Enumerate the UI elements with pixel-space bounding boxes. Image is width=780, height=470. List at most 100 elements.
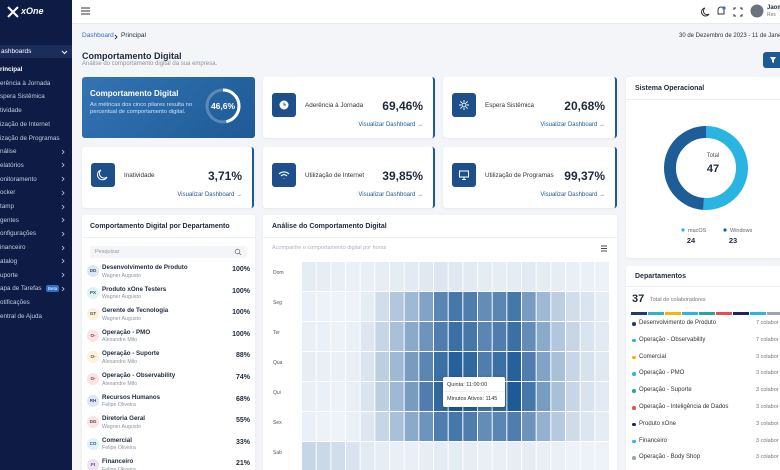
heatmap-cell — [566, 412, 580, 441]
heatmap-cell — [434, 352, 448, 381]
menu-item[interactable]: tamp — [0, 203, 14, 210]
department-bar-segment — [767, 312, 780, 315]
heatmap-cell — [404, 262, 419, 291]
menu-item[interactable]: atalog — [0, 257, 18, 265]
lens — [234, 248, 241, 255]
heatmap-cell — [375, 412, 389, 441]
department-dot — [632, 338, 636, 343]
department-score: 21% — [235, 460, 250, 468]
search-icon — [234, 248, 242, 256]
bell-icon — [717, 6, 725, 15]
filter-button[interactable] — [763, 52, 780, 68]
menu-item[interactable]: otificações — [0, 298, 30, 306]
header-icons — [701, 4, 764, 18]
menu-item[interactable]: gentes — [0, 216, 19, 224]
heatmap-cell — [566, 352, 580, 381]
donut-center-label: Total — [707, 153, 720, 159]
heatmap-cell — [551, 382, 565, 411]
department-bar-segment — [631, 312, 647, 315]
menu-item[interactable]: ização de Programas — [0, 134, 60, 142]
departments-total: 37 — [632, 293, 645, 305]
department-score: 100% — [232, 330, 250, 338]
heatmap-cell — [580, 412, 595, 441]
menu-item[interactable]: apa de Tarefas — [0, 285, 42, 293]
heatmap-cell — [404, 442, 419, 470]
dashboard-link[interactable]: Visualizar Dashboard → — [358, 122, 423, 128]
heatmap-cell — [390, 292, 404, 321]
heatmap-cell — [434, 322, 448, 351]
menu-item[interactable]: nálise — [0, 148, 17, 156]
menu-item[interactable]: ização de Internet — [0, 120, 51, 128]
department-score: 55% — [235, 417, 250, 425]
heatmap-cell — [566, 442, 580, 470]
chevron — [114, 34, 118, 39]
department-dot — [632, 322, 636, 326]
menu-item[interactable]: onitoramento — [0, 175, 37, 183]
menu-item[interactable]: elatórios — [0, 161, 24, 169]
monitor — [459, 170, 469, 178]
menu-section[interactable]: ashboards — [0, 45, 72, 58]
menu-item[interactable]: inanceiro — [0, 244, 26, 252]
dashboard-link[interactable]: Visualizar Dashboard → — [540, 192, 605, 198]
department-bar-segment — [682, 312, 698, 315]
heatmap-cell — [316, 262, 331, 291]
menu-item[interactable]: spera Sistêmica — [0, 93, 45, 101]
heatmap-cell — [507, 412, 521, 441]
heatmap-cell — [522, 262, 536, 291]
menu-item[interactable]: entral de Ajuda — [0, 312, 43, 320]
donut-total: 47 — [707, 163, 719, 175]
department-name: Gerente de Tecnologia — [102, 307, 169, 315]
heatmap-cell — [536, 322, 551, 351]
chevron — [61, 286, 65, 291]
department-name: Operação - Body Shop — [639, 454, 701, 461]
heatmap-cell — [536, 262, 551, 291]
chevron-right — [61, 176, 65, 182]
chevron — [61, 217, 65, 223]
heatmap-cell — [580, 292, 595, 321]
heatmap-cell — [595, 322, 609, 351]
menu-item[interactable]: rincipal — [0, 66, 23, 73]
heatmap-cell — [390, 352, 404, 381]
chevron — [61, 204, 65, 209]
metric-icon — [272, 163, 296, 187]
dashboard-link[interactable]: Visualizar Dashboard → — [177, 192, 242, 198]
department-avatar: O- — [87, 373, 99, 385]
departments-panel: Departamentos 37 Total de colaboradores Des… — [626, 266, 780, 470]
heatmap-cell — [492, 262, 507, 291]
heatmap-panel: Análise do Comportamento Digital Acompanh… — [263, 215, 617, 470]
heatmap-cell — [434, 262, 448, 291]
row-label: Qua — [273, 360, 283, 366]
department-name: Financeiro — [102, 458, 134, 466]
menu-item[interactable]: erência à Jornada — [0, 79, 51, 87]
metric-name: Aderência à Jornada — [305, 102, 364, 109]
heatmap-cell — [522, 442, 536, 470]
icon — [459, 100, 469, 110]
menu-item[interactable]: uporte — [0, 271, 18, 279]
heatmap-menu — [601, 245, 607, 252]
breadcrumb-link[interactable]: Dashboard — [82, 32, 114, 39]
menu-item[interactable]: tividade — [0, 107, 22, 115]
dashboard-link[interactable]: Visualizar Dashboard → — [358, 192, 423, 198]
department-bar-segment — [750, 312, 766, 315]
divider — [626, 286, 780, 287]
department-dot — [632, 456, 636, 460]
behavior-panel: Comportamento Digital por Departamento Pe… — [82, 215, 255, 470]
heatmap-cell — [536, 442, 551, 470]
heatmap-cell — [492, 292, 507, 321]
department-bar-segment — [733, 312, 749, 315]
legend-label: macOS — [688, 228, 707, 234]
heatmap-cell — [346, 292, 360, 321]
icon — [97, 169, 108, 181]
dashboard-link[interactable]: Visualizar Dashboard → — [540, 122, 605, 128]
menu-item[interactable]: ocker — [0, 189, 16, 197]
heatmap-cell — [316, 382, 331, 411]
date-range[interactable]: 30 de Dezembro de 2023 - 11 de Janeiro — [679, 33, 780, 39]
chevron-right — [61, 259, 65, 264]
clock-hand — [283, 102, 286, 106]
row-label: Sab — [273, 450, 282, 456]
heatmap: Dom Seg Ter Qua Qui Sex Sab — [273, 262, 609, 470]
heatmap-subtitle: Acompanhe o comportamento digital por ho… — [272, 245, 387, 251]
department-lead: Felipe Oliveira — [102, 445, 136, 452]
menu-item[interactable]: onfigurações — [0, 230, 37, 238]
search-box[interactable]: Pesquisar — [90, 246, 247, 258]
